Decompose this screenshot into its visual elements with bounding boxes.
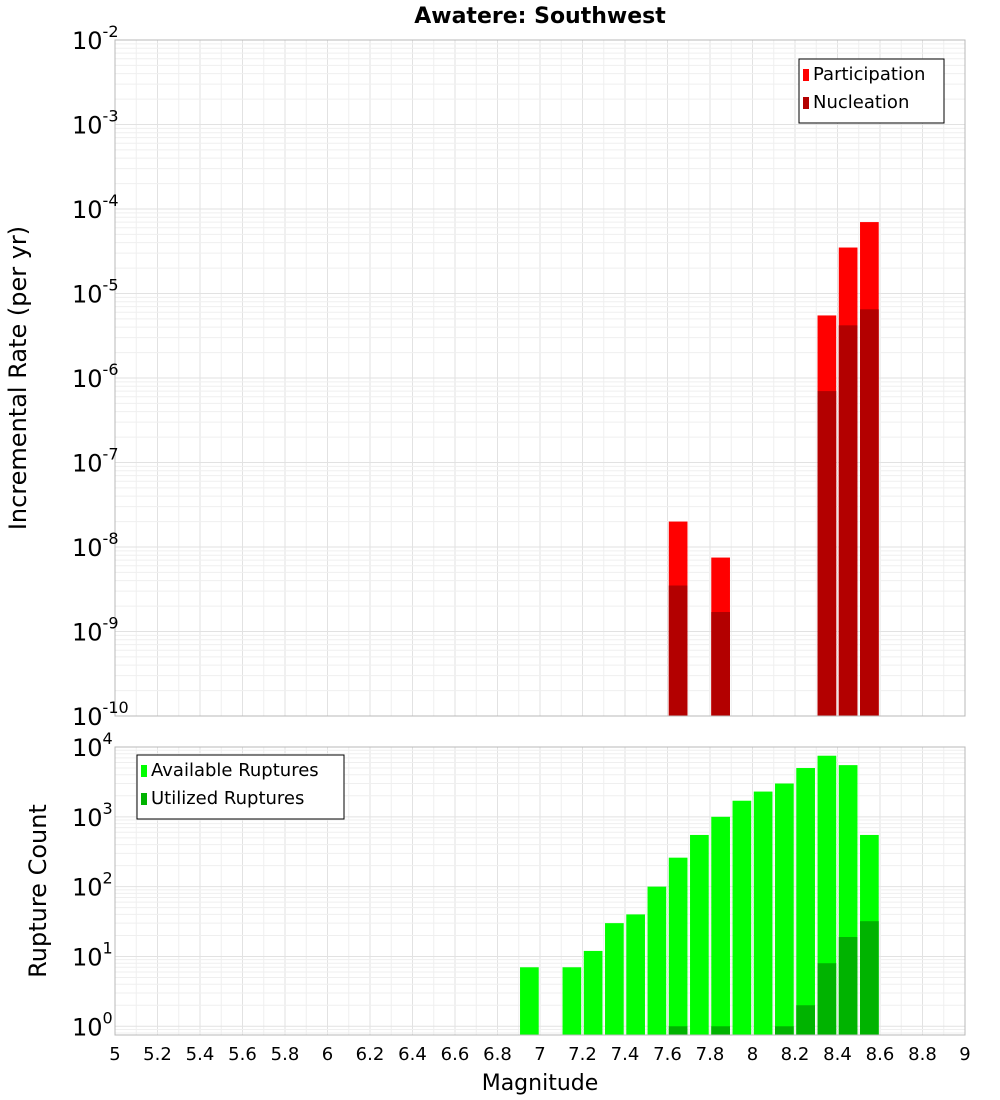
x-tick-label: 5.2 <box>143 1044 172 1065</box>
y-tick-labels: 10-10 10-9 10-8 10-7 10-6 10-5 10-4 10-3 10-2 <box>72 22 129 731</box>
series-nucleation <box>668 309 879 716</box>
y-tick-label: 10-2 <box>72 22 119 55</box>
bar <box>583 950 603 1035</box>
y-tick-label: 102 <box>72 869 113 902</box>
y-tick-label: 10-7 <box>72 445 119 478</box>
x-tick-label: 8.8 <box>908 1044 937 1065</box>
y-tick-labels: 100 101 102 103 104 <box>72 729 113 1041</box>
legend-swatch <box>141 793 147 805</box>
legend-entry: Nucleation <box>813 92 909 113</box>
y-tick-label: 101 <box>72 938 113 971</box>
bar <box>838 936 858 1035</box>
legend-entry: Utilized Ruptures <box>151 788 304 809</box>
bar <box>647 886 667 1035</box>
y-tick-label: 10-8 <box>72 529 119 562</box>
bar <box>690 834 709 1035</box>
x-tick-label: 7.4 <box>611 1044 640 1065</box>
bar <box>838 325 858 716</box>
x-tick-labels: 5 5.2 5.4 5.6 5.8 6 6.2 6.4 6.6 6.8 7 7.2 7.4 7.6 7.8 8… <box>109 1044 970 1065</box>
bar <box>817 391 837 716</box>
bar <box>711 612 730 716</box>
bar <box>626 914 645 1035</box>
y-axis-label: Incremental Rate (per yr) <box>4 226 32 530</box>
bar <box>775 783 794 1035</box>
gridlines <box>114 39 966 717</box>
y-tick-label: 10-10 <box>72 698 129 731</box>
legend-box <box>798 58 945 124</box>
bar <box>520 967 539 1035</box>
x-tick-label: 6 <box>322 1044 333 1065</box>
x-tick-label: 5 <box>109 1044 120 1065</box>
bar <box>668 585 688 716</box>
plot-frame <box>114 746 966 1036</box>
x-tick-label: 8.6 <box>866 1044 895 1065</box>
x-tick-label: 7 <box>534 1044 545 1065</box>
y-tick-label: 103 <box>72 799 113 832</box>
x-tick-label: 6.4 <box>398 1044 427 1065</box>
y-tick-label: 10-4 <box>72 191 119 224</box>
bar <box>817 963 837 1035</box>
y-tick-label: 10-9 <box>72 614 119 647</box>
y-tick-label: 10-6 <box>72 360 119 393</box>
legend-box <box>136 754 345 820</box>
bar <box>732 800 752 1035</box>
panel-1: 10-10 10-9 10-8 10-7 10-6 10-5 10-4 10-3 10-2 Inc… <box>4 22 966 731</box>
x-tick-label: 5.8 <box>271 1044 300 1065</box>
bar <box>605 923 624 1035</box>
bar <box>860 921 879 1035</box>
chart-title: Awatere: Southwest <box>414 4 666 29</box>
x-axis-label: Magnitude <box>482 1071 599 1096</box>
legend-swatch <box>803 69 809 81</box>
bar <box>796 768 815 1035</box>
bar <box>562 967 582 1035</box>
x-tick-label: 7.6 <box>653 1044 682 1065</box>
legend-entry: Participation <box>813 64 925 85</box>
panel-2: 100 101 102 103 104 Rupture Count Available Ru… <box>24 729 966 1041</box>
plot-frame <box>114 39 966 717</box>
series-utilized-ruptures <box>668 921 879 1035</box>
x-tick-label: 8.4 <box>823 1044 852 1065</box>
x-tick-label: 8 <box>747 1044 758 1065</box>
bar <box>668 857 688 1035</box>
bar <box>860 309 879 716</box>
x-tick-label: 8.2 <box>781 1044 810 1065</box>
x-tick-label: 5.6 <box>228 1044 257 1065</box>
bar <box>711 816 730 1035</box>
bar <box>711 1026 730 1035</box>
x-tick-label: 6.2 <box>356 1044 385 1065</box>
y-tick-label: 10-5 <box>72 276 119 309</box>
x-tick-label: 5.4 <box>186 1044 215 1065</box>
bar <box>753 791 773 1035</box>
bar <box>775 1026 794 1035</box>
y-tick-label: 10-3 <box>72 107 119 140</box>
y-tick-label: 100 <box>72 1008 113 1041</box>
legend: Participation Nucleation <box>798 58 945 124</box>
bar <box>796 1005 815 1035</box>
y-tick-label: 104 <box>72 729 113 762</box>
y-axis-label: Rupture Count <box>24 804 52 978</box>
x-tick-label: 7.2 <box>568 1044 597 1065</box>
legend-swatch <box>141 765 147 777</box>
x-tick-label: 6.8 <box>483 1044 512 1065</box>
legend: Available Ruptures Utilized Ruptures <box>136 754 345 820</box>
legend-swatch <box>803 97 809 109</box>
x-tick-label: 7.8 <box>696 1044 725 1065</box>
legend-entry: Available Ruptures <box>151 760 319 781</box>
bar <box>668 1026 688 1035</box>
x-tick-label: 9 <box>959 1044 970 1065</box>
x-tick-label: 6.6 <box>441 1044 470 1065</box>
